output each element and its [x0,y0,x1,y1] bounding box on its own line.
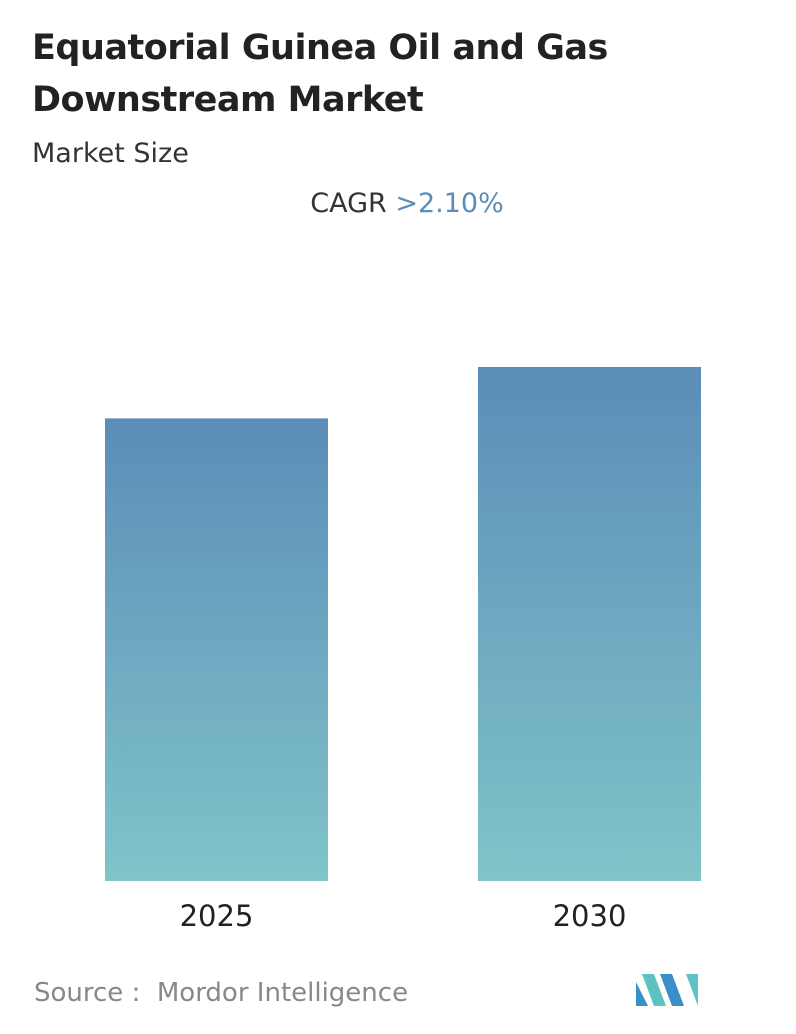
chart-subtitle: Market Size [32,138,189,169]
x-tick-label: 2025 [180,899,254,933]
source: Source : Mordor Intelligence [34,978,408,1008]
cagr: CAGR >2.10% [0,188,796,219]
chart-title: Equatorial Guinea Oil and Gas Downstream… [32,28,608,120]
cagr-label: CAGR [310,188,387,219]
bar [105,418,328,881]
source-label: Source : [34,978,141,1008]
cagr-value: >2.10% [395,188,504,219]
x-tick-label: 2030 [553,899,627,933]
source-name: Mordor Intelligence [156,978,409,1008]
logo [636,974,698,1006]
bar [478,367,701,881]
